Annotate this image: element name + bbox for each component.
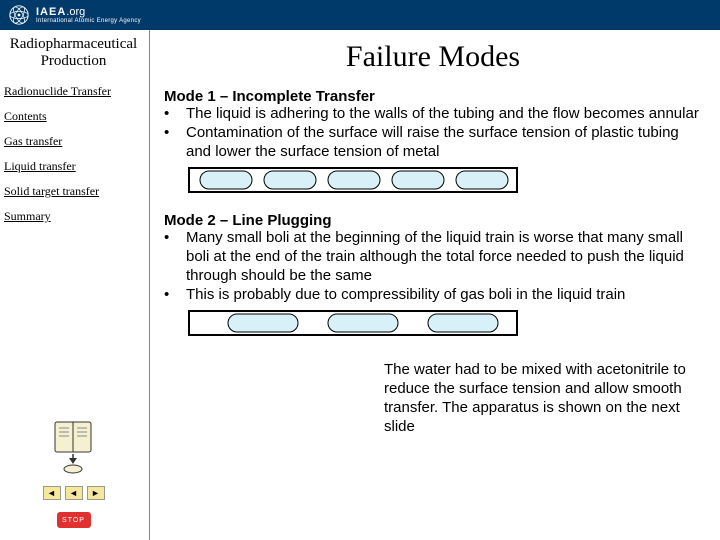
org-name: IAEA xyxy=(36,6,66,18)
main-content: Failure Modes Mode 1 – Incomplete Transf… xyxy=(150,30,720,540)
nav-first-button[interactable]: ◄ xyxy=(43,486,61,500)
mode1-bullet-2: Contamination of the surface will raise … xyxy=(186,124,702,162)
mode1-bullets: •The liquid is adhering to the walls of … xyxy=(164,105,702,161)
org-subtitle: International Atomic Energy Agency xyxy=(36,18,141,24)
iaea-logo: IAEA.org International Atomic Energy Age… xyxy=(8,4,141,26)
mode1-heading: Mode 1 – Incomplete Transfer xyxy=(164,88,702,105)
sidebar-heading: Radiopharmaceutical Production xyxy=(4,36,143,70)
tube-diagram-2 xyxy=(188,310,518,336)
mode2-bullet-2: This is probably due to compressibility … xyxy=(186,286,625,305)
sidebar-link-gas[interactable]: Gas transfer xyxy=(4,134,143,149)
sidebar: Radiopharmaceutical Production Radionucl… xyxy=(0,30,150,540)
atom-icon xyxy=(8,4,30,26)
header-bar: IAEA.org International Atomic Energy Age… xyxy=(0,0,720,30)
mode2-bullets: •Many small boli at the beginning of the… xyxy=(164,229,702,304)
nav-controls: ◄ ◄ ► xyxy=(43,486,105,500)
tube-diagram-1 xyxy=(188,167,518,193)
nav-next-button[interactable]: ► xyxy=(87,486,105,500)
mode2-heading: Mode 2 – Line Plugging xyxy=(164,212,702,229)
footer-note: The water had to be mixed with acetonitr… xyxy=(384,361,702,436)
sidebar-link-contents[interactable]: Contents xyxy=(4,109,143,124)
sidebar-link-solid[interactable]: Solid target transfer xyxy=(4,184,143,199)
mode1-bullet-1: The liquid is adhering to the walls of t… xyxy=(186,105,699,124)
sidebar-link-liquid[interactable]: Liquid transfer xyxy=(4,159,143,174)
org-suffix: .org xyxy=(66,6,85,18)
page-title: Failure Modes xyxy=(164,40,702,74)
mode2-bullet-1: Many small boli at the beginning of the … xyxy=(186,229,702,285)
book-icon xyxy=(51,420,97,474)
stop-button[interactable]: STOP xyxy=(57,512,91,528)
sidebar-link-summary[interactable]: Summary xyxy=(4,209,143,224)
nav-prev-button[interactable]: ◄ xyxy=(65,486,83,500)
sidebar-link-radionuclide[interactable]: Radionuclide Transfer xyxy=(4,84,143,99)
